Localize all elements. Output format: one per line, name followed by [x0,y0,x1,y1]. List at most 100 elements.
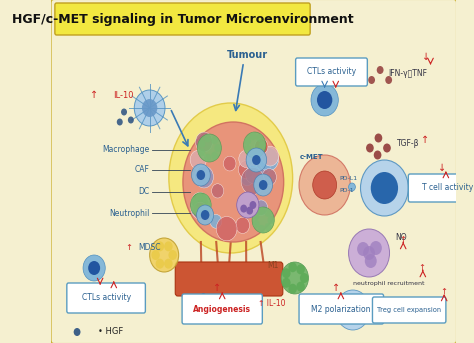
Circle shape [300,273,309,283]
Circle shape [201,293,206,299]
Circle shape [142,99,157,117]
Circle shape [164,259,173,269]
Circle shape [357,242,369,256]
Text: • HGF: • HGF [99,328,124,336]
FancyBboxPatch shape [67,283,146,313]
Text: Macrophage: Macrophage [102,145,150,154]
Text: MDSC: MDSC [138,244,161,252]
Circle shape [205,201,211,209]
Text: TGF-β: TGF-β [397,139,419,147]
Circle shape [249,201,256,209]
Circle shape [211,136,218,144]
Circle shape [211,184,224,198]
Text: ↑: ↑ [399,236,406,245]
Circle shape [192,305,198,311]
Circle shape [202,194,209,202]
Circle shape [259,141,266,149]
Circle shape [282,278,291,288]
Circle shape [210,214,222,228]
Circle shape [255,139,268,154]
Text: ↑: ↑ [421,135,429,145]
Text: M2 polarization: M2 polarization [311,305,371,314]
Circle shape [256,148,263,156]
Circle shape [151,250,160,260]
Circle shape [371,172,398,204]
Circle shape [150,238,179,272]
Circle shape [252,207,274,233]
Circle shape [238,161,254,179]
Circle shape [155,241,164,251]
Circle shape [199,148,205,156]
Circle shape [311,84,338,116]
Text: DC: DC [138,188,150,197]
Circle shape [121,108,127,116]
Circle shape [288,284,297,294]
Circle shape [193,202,208,219]
Circle shape [256,134,263,142]
Text: Neutrophil: Neutrophil [109,209,150,217]
Circle shape [348,229,390,277]
Circle shape [317,91,332,109]
Text: HGF/c-MET signaling in Tumor Microenvironment: HGF/c-MET signaling in Tumor Microenviro… [12,12,354,25]
Circle shape [267,216,274,224]
Circle shape [258,225,265,233]
Circle shape [249,150,256,158]
FancyBboxPatch shape [296,58,367,86]
Circle shape [361,160,408,216]
Circle shape [211,152,218,159]
Circle shape [223,156,236,171]
Text: T cell activity: T cell activity [422,184,473,192]
Circle shape [232,302,237,308]
Circle shape [128,117,134,123]
Text: CAF: CAF [135,166,150,175]
Circle shape [240,204,247,213]
Circle shape [344,299,362,321]
Circle shape [262,169,276,186]
Circle shape [255,200,268,216]
Circle shape [258,207,265,215]
Circle shape [198,134,221,162]
Circle shape [336,290,370,330]
Text: ↑: ↑ [90,90,98,100]
Circle shape [374,133,382,142]
Circle shape [221,295,227,301]
Circle shape [195,166,213,188]
Ellipse shape [169,103,292,253]
Text: ↑: ↑ [419,262,426,272]
Text: PD-L1: PD-L1 [339,176,357,180]
Text: Treg cell expansion: Treg cell expansion [377,307,441,313]
Circle shape [288,262,297,272]
Circle shape [254,174,273,196]
Circle shape [117,118,123,126]
Circle shape [191,200,206,218]
Circle shape [241,167,264,194]
Circle shape [241,172,253,186]
Circle shape [196,209,203,217]
Circle shape [246,148,266,172]
Circle shape [363,246,375,260]
Circle shape [201,210,210,220]
Circle shape [197,170,205,180]
Circle shape [191,193,211,217]
Circle shape [214,144,221,152]
Circle shape [236,217,250,234]
Circle shape [259,180,267,190]
Ellipse shape [183,122,283,242]
Circle shape [204,154,211,162]
Text: PD-1: PD-1 [339,188,354,192]
Circle shape [385,76,392,84]
Circle shape [366,143,374,153]
Circle shape [191,197,198,205]
Text: neutrophil recruitment: neutrophil recruitment [353,281,424,285]
Circle shape [73,328,81,336]
FancyBboxPatch shape [175,262,283,296]
Circle shape [134,90,165,126]
Circle shape [196,132,212,152]
Text: c-MET: c-MET [300,154,324,160]
Text: CTLs activity: CTLs activity [82,294,131,303]
Circle shape [190,150,206,169]
Circle shape [164,241,173,251]
FancyBboxPatch shape [55,3,310,35]
FancyBboxPatch shape [408,174,474,202]
Circle shape [202,208,209,215]
